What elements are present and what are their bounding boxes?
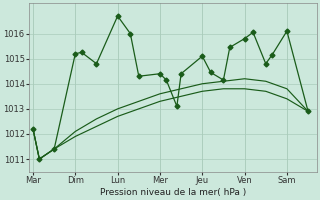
X-axis label: Pression niveau de la mer( hPa ): Pression niveau de la mer( hPa ) [100,188,246,197]
